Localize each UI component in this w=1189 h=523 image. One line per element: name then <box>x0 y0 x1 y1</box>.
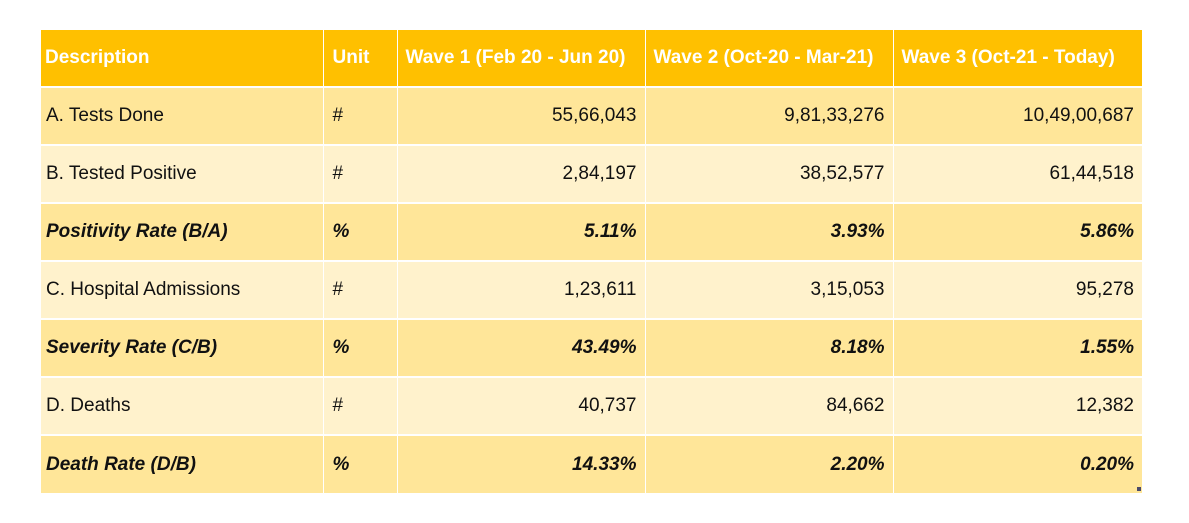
header-row: Description Unit Wave 1 (Feb 20 - Jun 20… <box>41 30 1142 88</box>
covid-waves-table: Description Unit Wave 1 (Feb 20 - Jun 20… <box>41 30 1142 493</box>
row-description: Death Rate (D/B) <box>41 435 324 493</box>
table-row: Death Rate (D/B) % 14.33% 2.20% 0.20% <box>41 435 1142 493</box>
header-unit: Unit <box>323 30 398 88</box>
row-wave-2-value: 3.93% <box>645 203 894 262</box>
row-wave-2-value: 2.20% <box>645 435 894 493</box>
row-wave-2-value: 84,662 <box>645 377 894 436</box>
row-wave-3-value: 5.86% <box>893 203 1142 262</box>
row-unit: # <box>323 145 398 204</box>
row-wave-3-value: 95,278 <box>893 261 1142 320</box>
row-unit: # <box>323 377 398 436</box>
row-wave-1-value: 1,23,611 <box>397 261 646 320</box>
row-description: D. Deaths <box>41 377 324 436</box>
table-row: B. Tested Positive # 2,84,197 38,52,577 … <box>41 145 1142 204</box>
row-wave-3-value: 0.20% <box>893 435 1142 493</box>
row-wave-1-value: 43.49% <box>397 319 646 378</box>
row-wave-2-value: 38,52,577 <box>645 145 894 204</box>
header-wave-1: Wave 1 (Feb 20 - Jun 20) <box>397 30 646 88</box>
table-row: C. Hospital Admissions # 1,23,611 3,15,0… <box>41 261 1142 320</box>
row-wave-1-value: 55,66,043 <box>397 87 646 146</box>
header-wave-3: Wave 3 (Oct-21 - Today) <box>893 30 1142 88</box>
header-wave-2: Wave 2 (Oct-20 - Mar-21) <box>645 30 894 88</box>
row-wave-3-value: 12,382 <box>893 377 1142 436</box>
row-wave-2-value: 8.18% <box>645 319 894 378</box>
row-wave-2-value: 3,15,053 <box>645 261 894 320</box>
row-description: C. Hospital Admissions <box>41 261 324 320</box>
row-description: A. Tests Done <box>41 87 324 146</box>
row-wave-3-value: 1.55% <box>893 319 1142 378</box>
row-wave-3-value: 61,44,518 <box>893 145 1142 204</box>
row-wave-1-value: 14.33% <box>397 435 646 493</box>
table-resize-handle[interactable] <box>1137 487 1141 491</box>
row-description: B. Tested Positive <box>41 145 324 204</box>
row-unit: % <box>323 319 398 378</box>
row-unit: # <box>323 87 398 146</box>
header-description: Description <box>41 30 324 88</box>
row-unit: # <box>323 261 398 320</box>
table-row: Severity Rate (C/B) % 43.49% 8.18% 1.55% <box>41 319 1142 378</box>
table-row: D. Deaths # 40,737 84,662 12,382 <box>41 377 1142 436</box>
row-wave-1-value: 5.11% <box>397 203 646 262</box>
row-wave-3-value: 10,49,00,687 <box>893 87 1142 146</box>
table-row: A. Tests Done # 55,66,043 9,81,33,276 10… <box>41 87 1142 146</box>
row-unit: % <box>323 203 398 262</box>
row-description: Severity Rate (C/B) <box>41 319 324 378</box>
row-description: Positivity Rate (B/A) <box>41 203 324 262</box>
row-wave-1-value: 2,84,197 <box>397 145 646 204</box>
row-unit: % <box>323 435 398 493</box>
row-wave-1-value: 40,737 <box>397 377 646 436</box>
table-row: Positivity Rate (B/A) % 5.11% 3.93% 5.86… <box>41 203 1142 262</box>
row-wave-2-value: 9,81,33,276 <box>645 87 894 146</box>
